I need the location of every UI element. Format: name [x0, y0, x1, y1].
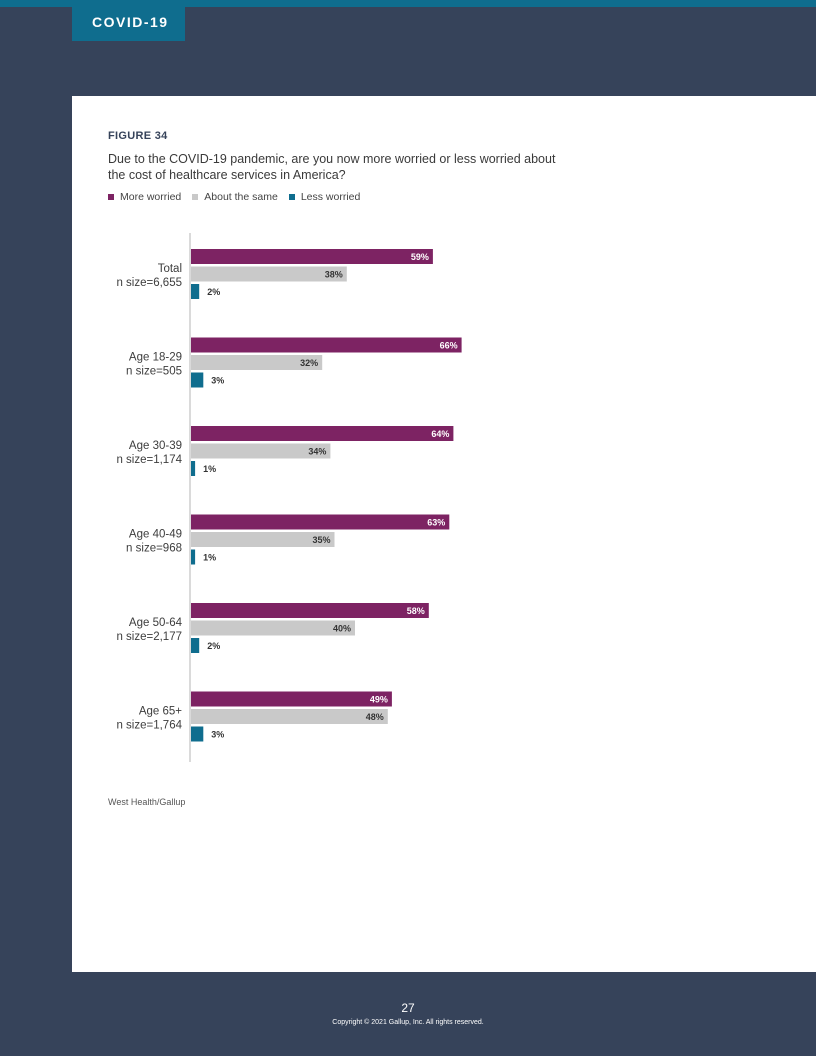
category-n-size-total: n size=6,655 [116, 277, 182, 289]
bar-about-the-same-age-50-64 [191, 620, 355, 636]
category-n-size-age-50-64: n size=2,177 [116, 631, 182, 643]
bar-about-the-same-age-40-49 [191, 532, 335, 547]
bar-less-worried-age-40-49 [191, 549, 196, 565]
data-label-less-worried-age-30-39: 1% [203, 464, 216, 474]
section-tab: COVID-19 [72, 7, 185, 41]
legend-label-more-worried: More worried [120, 191, 182, 203]
legend-swatch-less-worried [288, 194, 295, 200]
data-label-less-worried-age-18-29: 3% [211, 376, 224, 386]
copyright: Copyright © 2021 Gallup, Inc. All rights… [332, 1019, 484, 1026]
bar-about-the-same-age-65 [191, 709, 388, 724]
category-label-age-50-64: Age 50-64 [129, 617, 183, 629]
category-label-total: Total [158, 263, 182, 275]
category-label-age-65: Age 65+ [139, 706, 182, 718]
data-label-more-worried-age-40-49: 63% [427, 518, 445, 528]
data-label-more-worried-age-18-29: 66% [440, 341, 458, 351]
bar-more-worried-age-30-39 [191, 426, 454, 441]
bar-chart: Total n size=6,655 59% 38% 2% Age 18-29 n size… [116, 233, 462, 762]
report-page: FIGURE 34 Due to the COVID-19 pandemic, … [72, 96, 816, 972]
category-n-size-age-30-39: n size=1,174 [116, 454, 182, 466]
data-label-less-worried-age-65: 3% [211, 730, 224, 740]
category-label-age-18-29: Age 18-29 [129, 352, 182, 364]
bar-more-worried-age-50-64 [191, 603, 429, 618]
top-stripe [0, 0, 816, 7]
figure-source: West Health/Gallup [108, 797, 186, 807]
figure-label: FIGURE 34 [108, 130, 168, 142]
bar-more-worried-age-40-49 [191, 514, 450, 530]
data-label-less-worried-total: 2% [207, 287, 220, 297]
legend-item-more-worried: More worried [108, 191, 181, 203]
chart-legend: More worried About the same Less worried [108, 191, 371, 203]
data-label-about-the-same-age-65: 48% [366, 712, 384, 722]
bar-more-worried-age-65 [191, 691, 392, 707]
category-n-size-age-18-29: n size=505 [126, 366, 182, 378]
figure-title: Due to the COVID-19 pandemic, are you no… [108, 152, 556, 182]
legend-item-less-worried: Less worried [288, 191, 361, 203]
legend-swatch-more-worried [108, 194, 114, 200]
data-label-less-worried-age-50-64: 2% [207, 641, 220, 651]
category-n-size-age-40-49: n size=968 [126, 543, 182, 555]
legend-label-less-worried: Less worried [300, 191, 361, 203]
data-label-less-worried-age-40-49: 1% [203, 553, 216, 563]
category-label-age-40-49: Age 40-49 [129, 529, 182, 541]
legend-item-about-the-same: About the same [192, 191, 278, 203]
data-label-more-worried-age-30-39: 64% [431, 429, 449, 439]
legend-label-about-the-same: About the same [204, 191, 278, 203]
data-label-about-the-same-age-18-29: 32% [300, 358, 318, 368]
data-label-about-the-same-total: 38% [325, 270, 343, 280]
legend-swatch-about-the-same [192, 194, 199, 200]
bar-about-the-same-age-18-29 [191, 355, 323, 370]
data-label-more-worried-total: 59% [411, 252, 429, 262]
bar-about-the-same-total [191, 266, 347, 282]
category-n-size-age-65: n size=1,764 [116, 720, 182, 732]
bar-about-the-same-age-30-39 [191, 443, 331, 459]
bar-more-worried-total [191, 249, 433, 264]
data-label-about-the-same-age-50-64: 40% [333, 624, 351, 634]
bar-less-worried-age-65 [191, 726, 204, 742]
page-number: 27 [401, 1001, 415, 1015]
bar-less-worried-age-50-64 [191, 638, 200, 653]
bar-less-worried-total [191, 284, 200, 299]
category-label-age-30-39: Age 30-39 [129, 440, 182, 452]
bar-less-worried-age-18-29 [191, 372, 204, 388]
data-label-more-worried-age-50-64: 58% [407, 606, 425, 616]
data-label-about-the-same-age-40-49: 35% [312, 535, 330, 545]
data-label-about-the-same-age-30-39: 34% [308, 447, 326, 457]
bar-more-worried-age-18-29 [191, 337, 462, 353]
bar-less-worried-age-30-39 [191, 461, 196, 476]
data-label-more-worried-age-65: 49% [370, 695, 388, 705]
